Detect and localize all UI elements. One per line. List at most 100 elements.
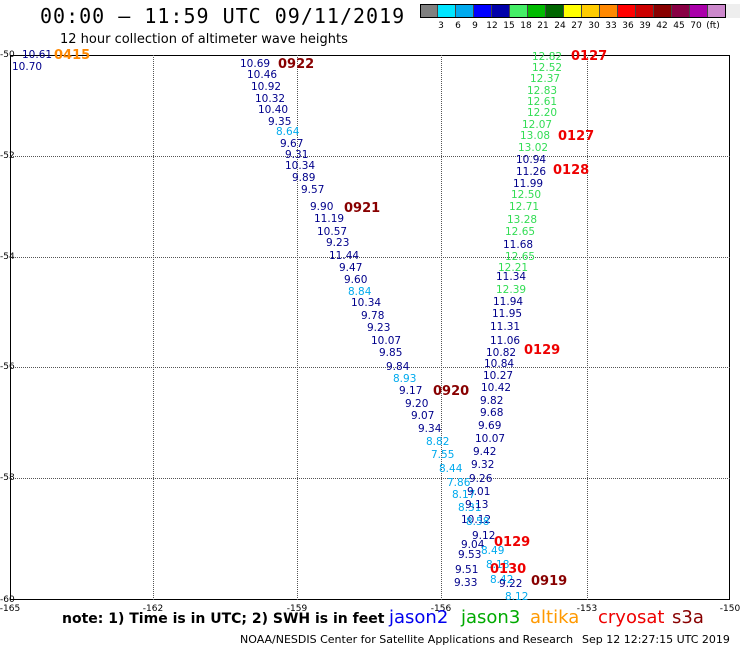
wave-height-reading: 10.12	[461, 514, 492, 526]
wave-height-reading: 9.17	[399, 385, 423, 397]
wave-height-reading: 10.70	[12, 61, 43, 73]
wave-height-reading: 10.61	[22, 49, 53, 61]
pass-time-label: 0130	[490, 562, 527, 577]
color-scale-labels: 3 6 9 12 15 18 21 24 27 30 33 36 39 42 45 70 (ft)	[420, 21, 726, 33]
wave-height-reading: 8.12	[505, 591, 529, 603]
pass-time-label: 0919	[531, 574, 568, 589]
wave-height-reading: 13.28	[507, 214, 538, 226]
color-scale-label: 30	[588, 21, 600, 31]
wave-height-reading: 9.82	[480, 395, 504, 407]
wave-height-reading: 9.12	[472, 530, 496, 542]
color-scale-label: 6	[455, 21, 461, 31]
wave-height-reading: 12.65	[505, 251, 536, 263]
wave-height-reading: 9.26	[469, 473, 493, 485]
latitude-gridline	[10, 156, 730, 157]
latitude-gridline	[10, 367, 730, 368]
wave-height-reading: 10.32	[255, 93, 286, 105]
color-swatch	[456, 4, 474, 18]
color-swatch	[438, 4, 456, 18]
wave-height-reading: 8.58	[466, 516, 490, 528]
wave-height-reading: 10.40	[258, 104, 289, 116]
wave-height-reading: 10.82	[486, 347, 517, 359]
mission-legend-item: jason2	[389, 607, 449, 628]
wave-height-reading: 10.84	[484, 358, 515, 370]
color-scale-label: 39	[639, 21, 651, 31]
longitude-gridline	[441, 55, 442, 600]
latitude-label: -54	[0, 252, 15, 262]
credit-line: NOAA/NESDIS Center for Satellite Applica…	[240, 633, 574, 646]
wave-height-reading: 12.65	[505, 226, 536, 238]
wave-height-reading: 11.31	[490, 321, 521, 333]
pass-time-label: 0127	[571, 49, 608, 64]
wave-height-reading: 13.02	[518, 142, 549, 154]
wave-height-reading: 9.69	[478, 420, 502, 432]
wave-height-reading: 11.26	[516, 166, 547, 178]
pass-time-label: 0415	[54, 48, 91, 63]
color-swatch	[420, 4, 438, 18]
wave-height-reading: 10.46	[247, 69, 278, 81]
latitude-gridline	[10, 257, 730, 258]
color-scale-label: 12	[486, 21, 498, 31]
longitude-label: -159	[286, 604, 308, 614]
wave-height-reading: 9.31	[285, 149, 309, 161]
wave-height-reading: 8.31	[458, 502, 482, 514]
wave-height-reading: 9.35	[268, 116, 292, 128]
wave-height-reading: 12.50	[511, 189, 542, 201]
footer-note: note: 1) Time is in UTC; 2) SWH is in fe…	[62, 611, 385, 627]
longitude-gridline	[297, 55, 298, 600]
color-swatch	[726, 4, 740, 18]
wave-height-reading: 9.20	[405, 398, 429, 410]
pass-time-label: 0922	[278, 57, 315, 72]
wave-height-reading: 8.93	[393, 373, 417, 385]
color-scale-label: 21	[537, 21, 549, 31]
wave-height-reading: 11.94	[493, 296, 524, 308]
color-swatch	[636, 4, 654, 18]
wave-height-reading: 10.27	[483, 370, 514, 382]
latitude-label: -60	[0, 595, 15, 605]
wave-height-reading: 9.22	[499, 578, 523, 590]
pass-time-label: 0129	[494, 535, 531, 550]
color-swatch	[582, 4, 600, 18]
wave-height-reading: 10.94	[516, 154, 547, 166]
wave-height-reading: 9.47	[339, 262, 363, 274]
longitude-label: -150	[719, 604, 740, 614]
pass-time-label: 0920	[433, 384, 470, 399]
wave-height-reading: 10.57	[317, 226, 348, 238]
color-scale-label: 42	[656, 21, 668, 31]
color-swatch	[546, 4, 564, 18]
color-swatch	[672, 4, 690, 18]
color-scale-label: 9	[472, 21, 478, 31]
longitude-label: -153	[576, 604, 598, 614]
mission-legend-item: jason3	[461, 607, 521, 628]
mission-legend-item: cryosat	[598, 607, 665, 628]
color-scale-label: 33	[605, 21, 617, 31]
color-swatch	[690, 4, 708, 18]
wave-height-reading: 8.44	[439, 463, 463, 475]
wave-height-reading: 8.84	[348, 286, 372, 298]
wave-height-reading: 9.53	[458, 549, 482, 561]
wave-height-reading: 7.55	[431, 449, 455, 461]
wave-height-reading: 9.33	[454, 577, 478, 589]
wave-height-reading: 9.23	[367, 322, 391, 334]
wave-height-reading: 9.68	[480, 407, 504, 419]
wave-height-reading: 11.99	[513, 178, 544, 190]
wave-height-reading: 10.92	[251, 81, 282, 93]
wave-height-reading: 10.07	[371, 335, 402, 347]
color-scale-label: 18	[520, 21, 532, 31]
mission-legend-item: s3a	[672, 607, 704, 628]
wave-height-reading: 8.64	[276, 126, 300, 138]
color-swatch	[708, 4, 726, 18]
chart-subtitle: 12 hour collection of altimeter wave hei…	[60, 32, 348, 47]
wave-height-reading: 10.34	[351, 297, 382, 309]
wave-height-reading: 12.71	[509, 201, 540, 213]
wave-height-reading: 13.08	[520, 130, 551, 142]
wave-height-reading: 11.68	[503, 239, 534, 251]
wave-height-reading: 9.34	[418, 423, 442, 435]
color-scale-label: 15	[503, 21, 515, 31]
generation-timestamp: Sep 12 12:27:15 UTC 2019	[582, 633, 730, 646]
wave-height-reading: 9.90	[310, 201, 334, 213]
longitude-gridline	[153, 55, 154, 600]
wave-height-reading: 11.34	[496, 271, 527, 283]
map-area	[10, 55, 730, 600]
wave-height-reading: 10.69	[240, 58, 271, 70]
